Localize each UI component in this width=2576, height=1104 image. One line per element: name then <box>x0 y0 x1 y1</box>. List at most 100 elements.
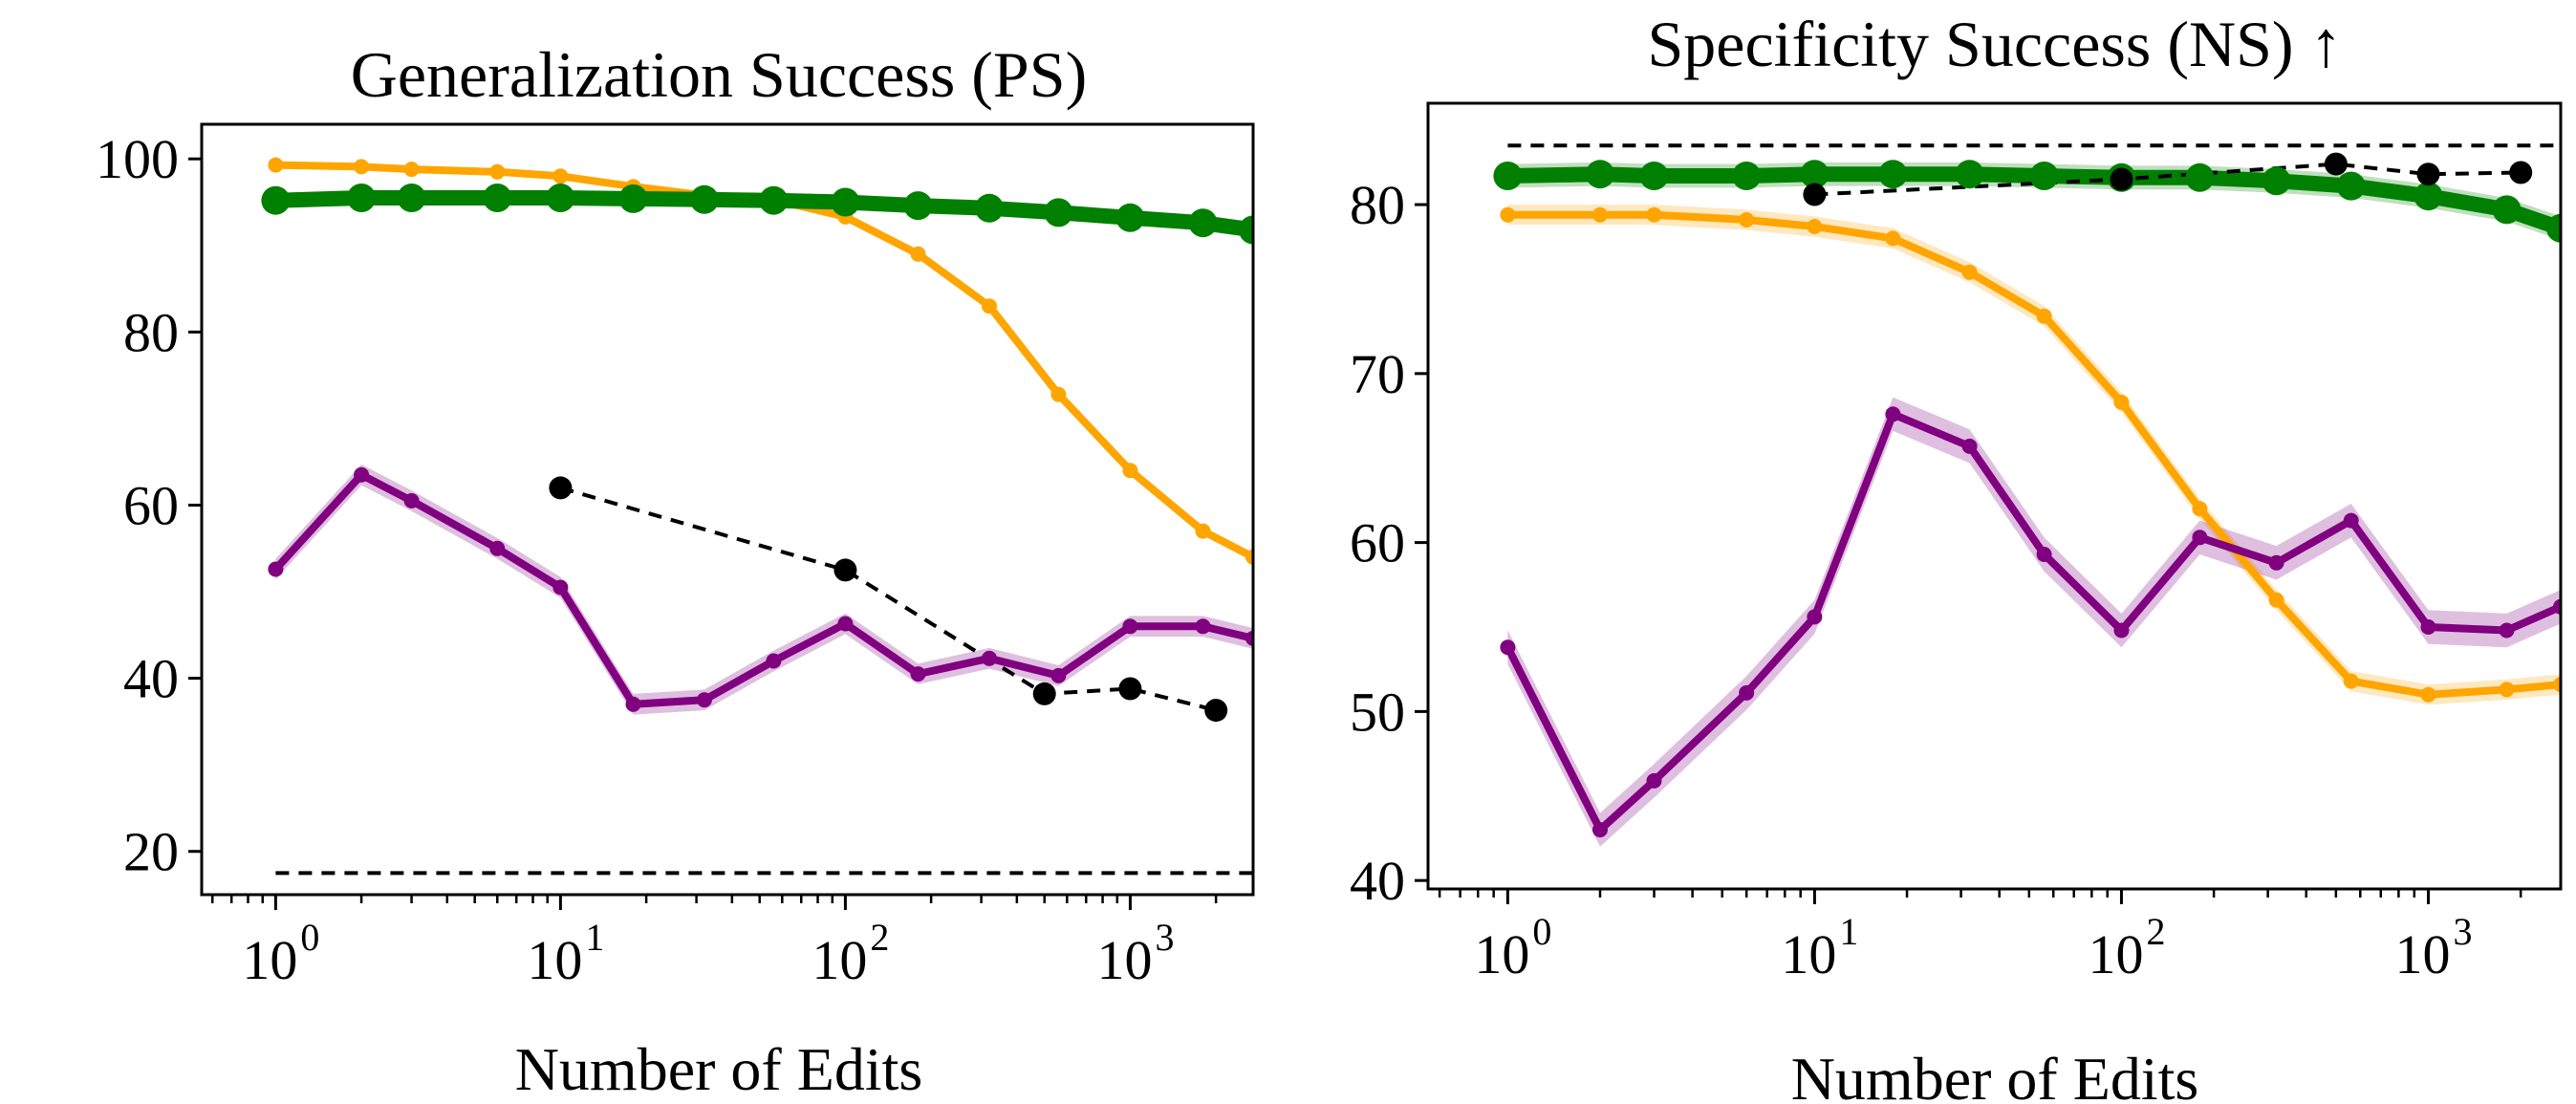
series-3-point <box>2110 167 2133 191</box>
series-2-point <box>489 540 506 556</box>
series-1-point <box>1239 215 1253 245</box>
y-tick-label: 60 <box>123 474 179 536</box>
x-tick-label: 10 <box>1096 929 1152 991</box>
x-tick-label: 10 <box>2088 923 2143 985</box>
series-0-point <box>2343 673 2359 689</box>
series-0-point <box>1807 219 1823 234</box>
y-tick-label: 70 <box>1350 343 1405 405</box>
series-0-point <box>1961 264 1978 280</box>
x-tick-label-exponent: 1 <box>585 916 604 959</box>
series-0-point <box>1592 206 1608 223</box>
series-2-point <box>837 616 854 632</box>
series-3-line <box>559 486 1217 713</box>
series-0-point <box>1122 463 1138 479</box>
series-2-point <box>2113 622 2130 639</box>
series-1-point <box>759 185 789 215</box>
series-2-point <box>1122 618 1138 635</box>
series-2-point <box>766 653 782 669</box>
series-2-line <box>1504 410 2561 834</box>
series-0-point <box>489 163 506 180</box>
series-1-point <box>1044 198 1073 227</box>
series-2-point <box>2268 554 2284 571</box>
series-2-point <box>2499 622 2515 639</box>
y-tick-label: 100 <box>96 128 179 190</box>
x-tick-label-exponent: 3 <box>1155 916 1174 959</box>
series-1-point <box>1586 160 1614 189</box>
series-3-point <box>2324 152 2348 176</box>
series-0-point <box>2420 686 2436 703</box>
series-2-point <box>552 579 569 595</box>
series-3-point <box>2416 162 2440 186</box>
series-2-point <box>1195 618 1211 635</box>
x-tick-label-exponent: 2 <box>2146 910 2165 953</box>
series-2-point <box>2420 619 2436 635</box>
series-3-point <box>1204 699 1228 723</box>
chart-title: Specificity Success (NS) ↑ <box>1647 8 2342 80</box>
series-2-point <box>1245 630 1253 646</box>
chart-title: Generalization Success (PS) <box>351 38 1087 111</box>
series-1-point <box>546 184 575 212</box>
x-tick-label-exponent: 3 <box>2454 910 2473 953</box>
series-0-point <box>1050 386 1067 402</box>
series-0-point <box>2499 682 2515 698</box>
series-2-point <box>1961 438 1978 454</box>
y-tick-label: 20 <box>123 821 179 883</box>
series-2-point <box>910 666 926 682</box>
series-2-point <box>403 492 420 509</box>
x-axis-label: Number of Edits <box>515 1035 923 1103</box>
series-1-point <box>1493 162 1523 190</box>
series-1-point <box>2262 166 2291 196</box>
x-tick-label-exponent: 0 <box>300 916 319 959</box>
series-0-point <box>354 159 370 175</box>
y-tick-label: 40 <box>1350 850 1405 912</box>
x-tick-label: 10 <box>527 929 582 991</box>
series-1-point <box>903 191 933 221</box>
panel-specificity: Specificity Success (NS) ↑ Number of Edi… <box>1350 8 2563 1104</box>
series-0-point <box>2113 394 2130 410</box>
x-tick-label-exponent: 0 <box>1532 910 1551 953</box>
series-2-band <box>275 464 1253 715</box>
series-1-point <box>975 193 1004 223</box>
series-2-point <box>625 696 641 712</box>
series-0-point <box>1646 206 1662 223</box>
x-tick-label-exponent: 2 <box>870 916 889 959</box>
series-2-point <box>1050 667 1067 683</box>
x-tick-label-exponent: 1 <box>1839 910 1858 953</box>
series-3-point <box>2509 161 2533 184</box>
series-2-band <box>1507 397 2561 847</box>
series-0-point <box>1885 230 1901 247</box>
series-1-point <box>397 184 426 212</box>
series-1-point <box>1955 160 1984 189</box>
series-2-point <box>2192 530 2208 546</box>
x-tick-label: 10 <box>1474 923 1529 985</box>
x-tick-label: 10 <box>242 929 297 991</box>
series-2-point <box>1646 772 1662 789</box>
series-0-point <box>910 246 926 262</box>
x-tick-label: 10 <box>2395 923 2451 985</box>
series-1-point <box>2492 195 2522 225</box>
series-2-point <box>982 650 997 666</box>
series-2-line <box>272 470 1253 708</box>
series-0-band <box>1507 205 2561 705</box>
x-tick-label: 10 <box>1781 923 1836 985</box>
series-1-point <box>1732 162 1762 190</box>
y-tick-label: 50 <box>1350 681 1405 743</box>
series-2-point <box>2343 512 2359 529</box>
series-1-point <box>2185 162 2215 192</box>
plot-area <box>261 157 1253 876</box>
y-tick-label: 80 <box>123 301 179 363</box>
series-1-point <box>831 187 860 217</box>
series-1-point <box>618 184 648 213</box>
x-tick-label: 10 <box>812 929 867 991</box>
series-1-point <box>483 184 512 212</box>
y-tick-label: 80 <box>1350 174 1405 236</box>
series-3-point <box>1803 183 1827 206</box>
series-2-point <box>1500 639 1516 656</box>
series-1-point <box>347 184 377 212</box>
series-0-point <box>2036 308 2052 324</box>
series-0-point <box>2192 501 2208 517</box>
series-2-point <box>268 561 284 577</box>
series-1-point <box>2414 182 2443 211</box>
series-2-point <box>1592 822 1608 838</box>
